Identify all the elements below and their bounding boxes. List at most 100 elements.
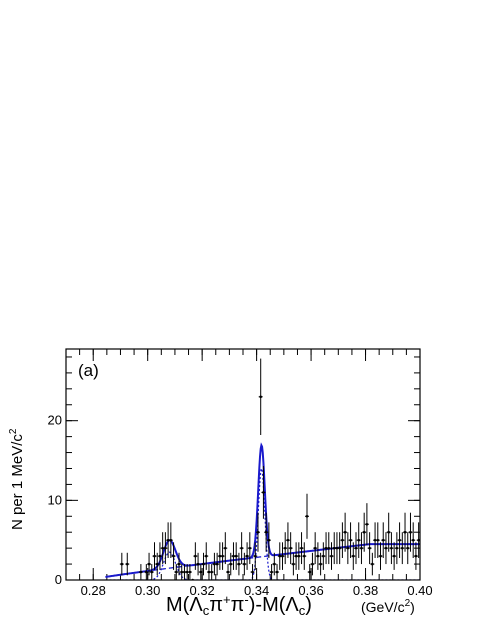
data-point <box>326 532 331 565</box>
data-marker <box>245 554 249 558</box>
data-marker <box>338 546 341 550</box>
data-point <box>367 532 372 565</box>
data-marker <box>362 530 366 534</box>
data-point <box>177 552 182 576</box>
data-point <box>174 564 179 580</box>
data-marker <box>226 570 230 574</box>
data-point <box>236 552 241 576</box>
data-marker <box>335 546 339 550</box>
data-marker <box>401 546 404 550</box>
data-point <box>239 532 244 565</box>
x-tick-label: 0.34 <box>244 583 269 598</box>
data-point <box>362 512 367 552</box>
data-marker <box>387 530 390 534</box>
data-marker <box>360 546 363 550</box>
data-marker <box>379 554 382 558</box>
data-marker <box>169 538 173 542</box>
data-point <box>147 552 152 576</box>
data-marker <box>177 562 181 566</box>
data-marker <box>234 554 238 558</box>
data-point <box>168 522 173 558</box>
data-point <box>264 512 269 552</box>
data-marker <box>283 546 287 550</box>
data-marker <box>392 554 396 558</box>
data-marker <box>286 538 290 542</box>
data-marker <box>174 570 178 574</box>
data-marker <box>243 562 246 566</box>
data-point <box>193 542 198 570</box>
data-point <box>258 358 263 435</box>
data-marker <box>264 530 268 534</box>
data-marker <box>164 546 167 550</box>
data-point <box>247 532 252 565</box>
x-axis-label-part: ) <box>305 594 312 616</box>
data-marker <box>270 570 273 574</box>
x-axis-label-part: M( <box>166 594 190 616</box>
data-marker <box>155 562 159 566</box>
data-marker <box>275 570 279 574</box>
data-marker <box>343 530 347 534</box>
data-marker <box>262 491 265 494</box>
data-marker <box>368 546 371 550</box>
data-marker <box>371 562 374 566</box>
data-point <box>196 552 201 576</box>
data-marker <box>147 562 151 566</box>
data-marker <box>406 546 410 550</box>
data-marker <box>221 554 224 558</box>
data-marker <box>215 562 219 566</box>
data-point <box>272 552 277 576</box>
y-axis-label: N per 1 MeV/c2 <box>8 428 26 530</box>
data-marker <box>319 562 322 566</box>
data-marker <box>281 554 284 558</box>
data-point <box>343 512 348 552</box>
data-point <box>149 564 154 580</box>
data-marker <box>395 546 399 550</box>
data-marker <box>302 554 306 558</box>
x-axis-label-part: Λ <box>189 594 203 616</box>
data-point <box>266 522 271 558</box>
data-marker <box>267 538 271 542</box>
data-point <box>411 522 416 558</box>
data-marker <box>232 554 235 558</box>
data-marker <box>409 530 412 534</box>
data-marker <box>381 538 385 542</box>
data-marker <box>125 562 129 566</box>
data-point <box>400 532 405 565</box>
data-point <box>364 503 369 546</box>
data-marker <box>365 522 369 526</box>
data-marker <box>150 570 154 574</box>
data-point <box>163 532 168 565</box>
data-marker <box>390 546 393 550</box>
data-point <box>389 532 394 565</box>
data-point <box>157 542 162 570</box>
data-marker <box>316 554 320 558</box>
data-marker <box>327 546 331 550</box>
data-point <box>288 532 293 565</box>
data-point <box>228 552 233 576</box>
data-point <box>337 532 342 565</box>
data-point <box>403 512 408 552</box>
data-point <box>378 542 383 570</box>
data-point <box>310 552 315 576</box>
data-marker <box>139 570 143 574</box>
x-tick-label: 0.28 <box>81 583 106 598</box>
data-marker <box>204 554 208 558</box>
data-marker <box>346 546 350 550</box>
data-point <box>226 564 231 580</box>
data-marker <box>210 570 213 574</box>
data-marker <box>300 546 303 550</box>
data-marker <box>256 530 260 534</box>
data-point <box>356 522 361 558</box>
data-point <box>383 532 388 565</box>
data-point <box>370 552 375 576</box>
x-axis-label-part: - <box>244 592 248 607</box>
data-point <box>329 542 334 570</box>
data-point <box>348 522 353 558</box>
data-marker <box>158 554 162 558</box>
data-marker <box>313 546 317 550</box>
data-point <box>223 532 228 565</box>
data-marker <box>161 546 164 550</box>
data-point <box>321 542 326 570</box>
data-marker <box>120 562 124 566</box>
